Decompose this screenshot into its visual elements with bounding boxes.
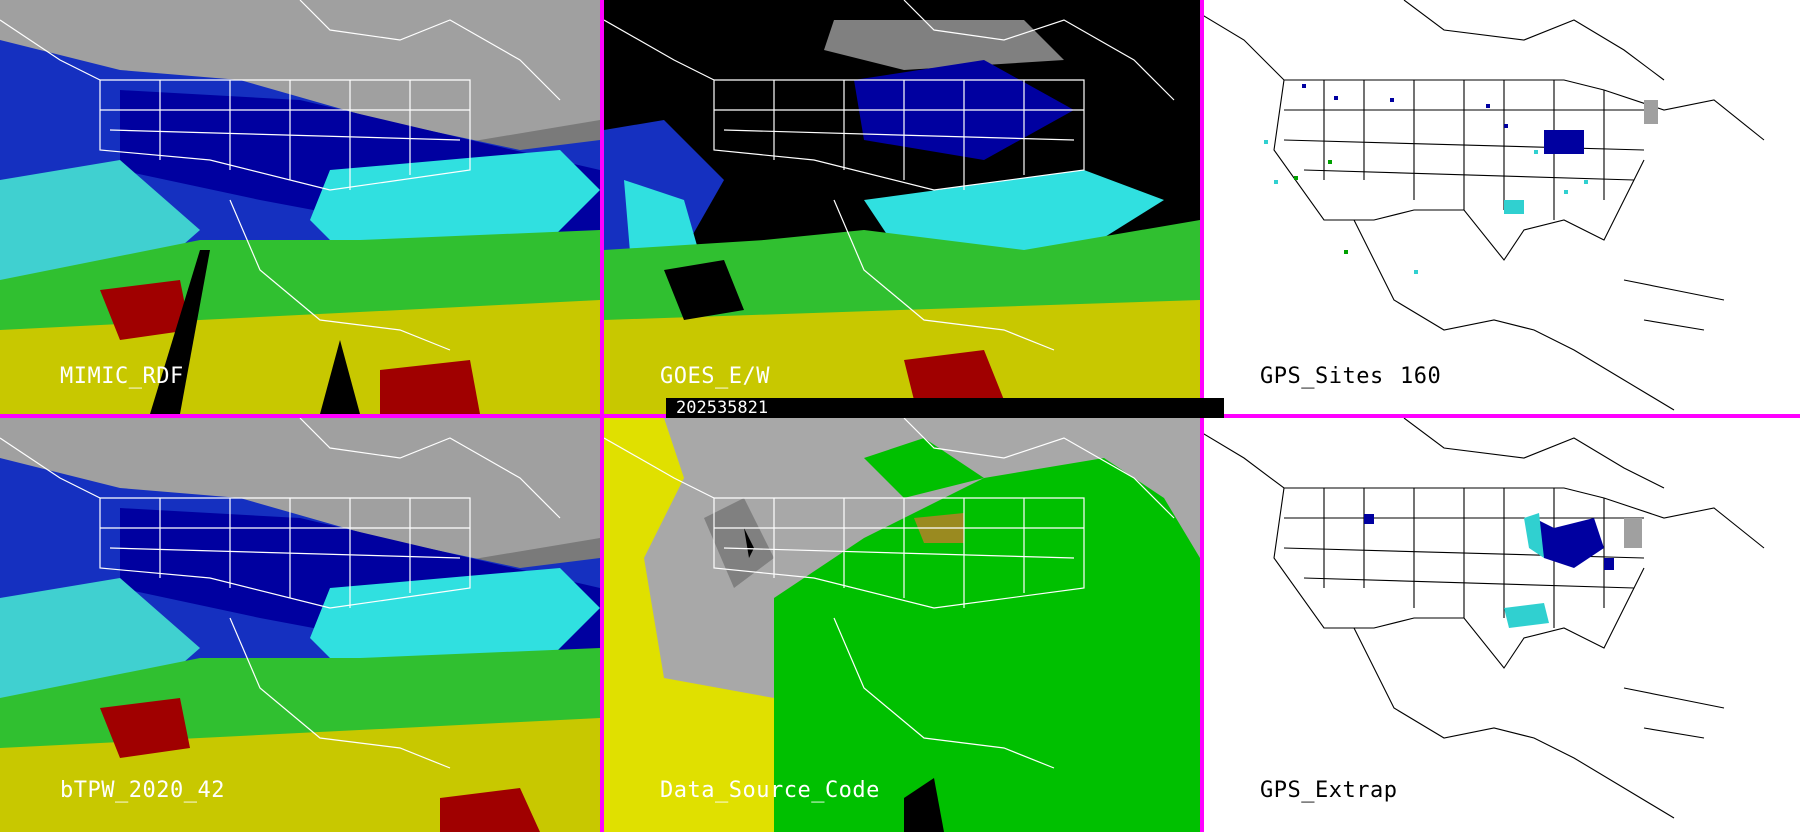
panel-label: bTPW_2020_42 (60, 778, 225, 803)
panel-gps-sites[interactable]: GPS_Sites 160 (1204, 0, 1800, 414)
panel-label: GOES_E/W (660, 364, 770, 389)
panel-label: Data_Source_Code (660, 778, 880, 803)
goes-map (604, 0, 1200, 414)
timestamp-bar: 202535821 (666, 398, 1224, 418)
panel-mimic-rdf[interactable]: MIMIC_RDF (0, 0, 600, 414)
panel-btpw[interactable]: bTPW_2020_42 (0, 418, 600, 832)
panel-label: GPS_Extrap (1260, 778, 1398, 803)
mimic-map (0, 0, 600, 414)
panel-goes[interactable]: GOES_E/W (604, 0, 1200, 414)
panel-label: GPS_Sites (1260, 364, 1384, 389)
panel-gps-extrap[interactable]: GPS_Extrap (1204, 418, 1800, 832)
panel-label: MIMIC_RDF (60, 364, 184, 389)
panel-data-source[interactable]: Data_Source_Code (604, 418, 1200, 832)
gps-sites-map (1204, 0, 1765, 411)
gps-site-count: 160 (1400, 364, 1442, 389)
gps-extrap-map (1204, 418, 1765, 819)
data-source-map (604, 418, 1200, 832)
btpw-map (0, 418, 600, 832)
